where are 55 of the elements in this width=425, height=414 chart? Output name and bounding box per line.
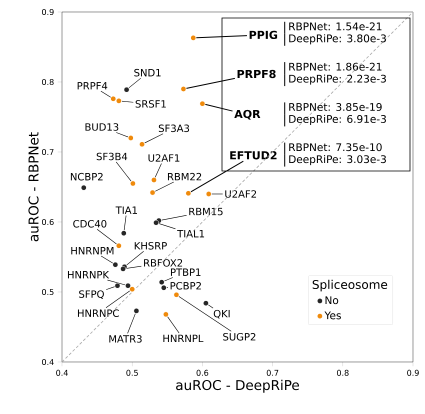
- annotation: AQR: [234, 110, 260, 120]
- y-tick-label: 0.7: [42, 148, 54, 156]
- annotation: QKI: [214, 310, 230, 319]
- y-tick-label: 0.6: [42, 218, 54, 226]
- annotation: DeepRiPe: 3.80e-3: [289, 34, 386, 44]
- annotation: SND1: [134, 68, 161, 76]
- annotation: RBM15: [189, 208, 223, 216]
- annotation: RBPNet: 3.85e-19: [289, 102, 382, 111]
- y-tick-label: 0.4: [42, 358, 54, 366]
- annotation: BUD13: [85, 123, 118, 131]
- annotation: MATR3: [109, 335, 142, 343]
- annotation: HNRNPM: [71, 247, 114, 254]
- annotation: SFPQ: [79, 290, 104, 300]
- annotation: SUGP2: [223, 332, 256, 341]
- annotation: RBPNet: 7.35e-10: [289, 143, 382, 152]
- y-tick-label: 0.5: [42, 288, 54, 296]
- annotation: TIAL1: [177, 230, 204, 238]
- annotation: CDC40: [73, 220, 106, 228]
- annotation: U2AF1: [148, 154, 180, 162]
- annotation: SRSF1: [136, 100, 166, 108]
- annotation: NCBP2: [70, 172, 103, 180]
- annotation: PCBP2: [170, 282, 201, 290]
- annotation: DeepRiPe: 2.23e-3: [289, 74, 386, 85]
- x-tick-label: 0.6: [196, 370, 208, 376]
- annotation: DeepRiPe: 6.91e-3: [289, 114, 386, 125]
- x-tick-label: 0.8: [336, 370, 349, 376]
- x-tick-label: 0.5: [126, 370, 138, 376]
- y-axis-title: auROC - RBPNet: [28, 132, 39, 242]
- annotation: RBPNet: 1.86e-21: [289, 62, 382, 71]
- annotation: HNRNPL: [163, 334, 204, 342]
- annotation: RBM22: [168, 172, 202, 180]
- annotation: SF3B4: [96, 152, 128, 160]
- legend-label: Yes: [324, 312, 341, 320]
- annotation: HNRNPC: [78, 309, 119, 317]
- annotation: PRPF4: [78, 82, 108, 90]
- x-tick-label: 0.4: [56, 370, 68, 376]
- annotation: PPIG: [250, 30, 278, 40]
- annotation: HNRNPK: [68, 271, 110, 278]
- annotation: PRPF8: [238, 70, 276, 78]
- y-tick-label: 0.8: [42, 78, 54, 86]
- annotation: DeepRiPe: 3.03e-3: [289, 155, 386, 166]
- annotation: EFTUD2: [230, 151, 277, 160]
- annotation: KHSRP: [134, 242, 167, 250]
- x-tick-label: 0.7: [266, 370, 278, 376]
- legend-title: Spliceosome: [312, 280, 388, 292]
- annotation: TIA1: [116, 206, 137, 214]
- x-tick-label: 0.9: [407, 370, 419, 376]
- annotation: U2AF2: [225, 190, 256, 198]
- annotation: SF3A3: [158, 124, 190, 132]
- annotation: RBPNet: 1.54e-21: [289, 22, 382, 30]
- y-tick-label: 0.9: [42, 8, 54, 16]
- legend-label: No: [326, 296, 338, 304]
- annotation: PTBP1: [170, 268, 200, 276]
- x-axis-title: auROC - DeepRiPe: [176, 380, 299, 393]
- annotation: RBFOX2: [144, 259, 182, 267]
